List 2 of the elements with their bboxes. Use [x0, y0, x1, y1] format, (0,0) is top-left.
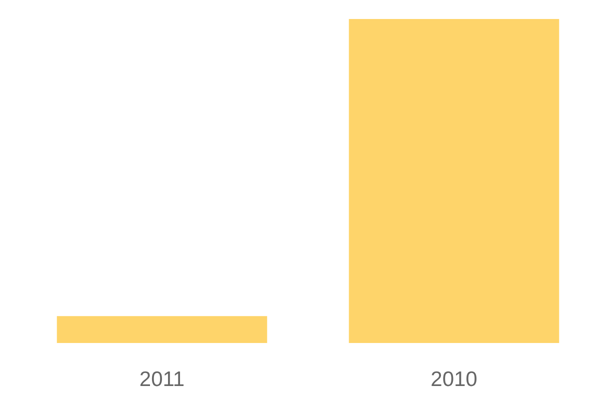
x-tick-label: 2011: [139, 368, 185, 391]
x-tick-label: 2010: [430, 368, 478, 391]
